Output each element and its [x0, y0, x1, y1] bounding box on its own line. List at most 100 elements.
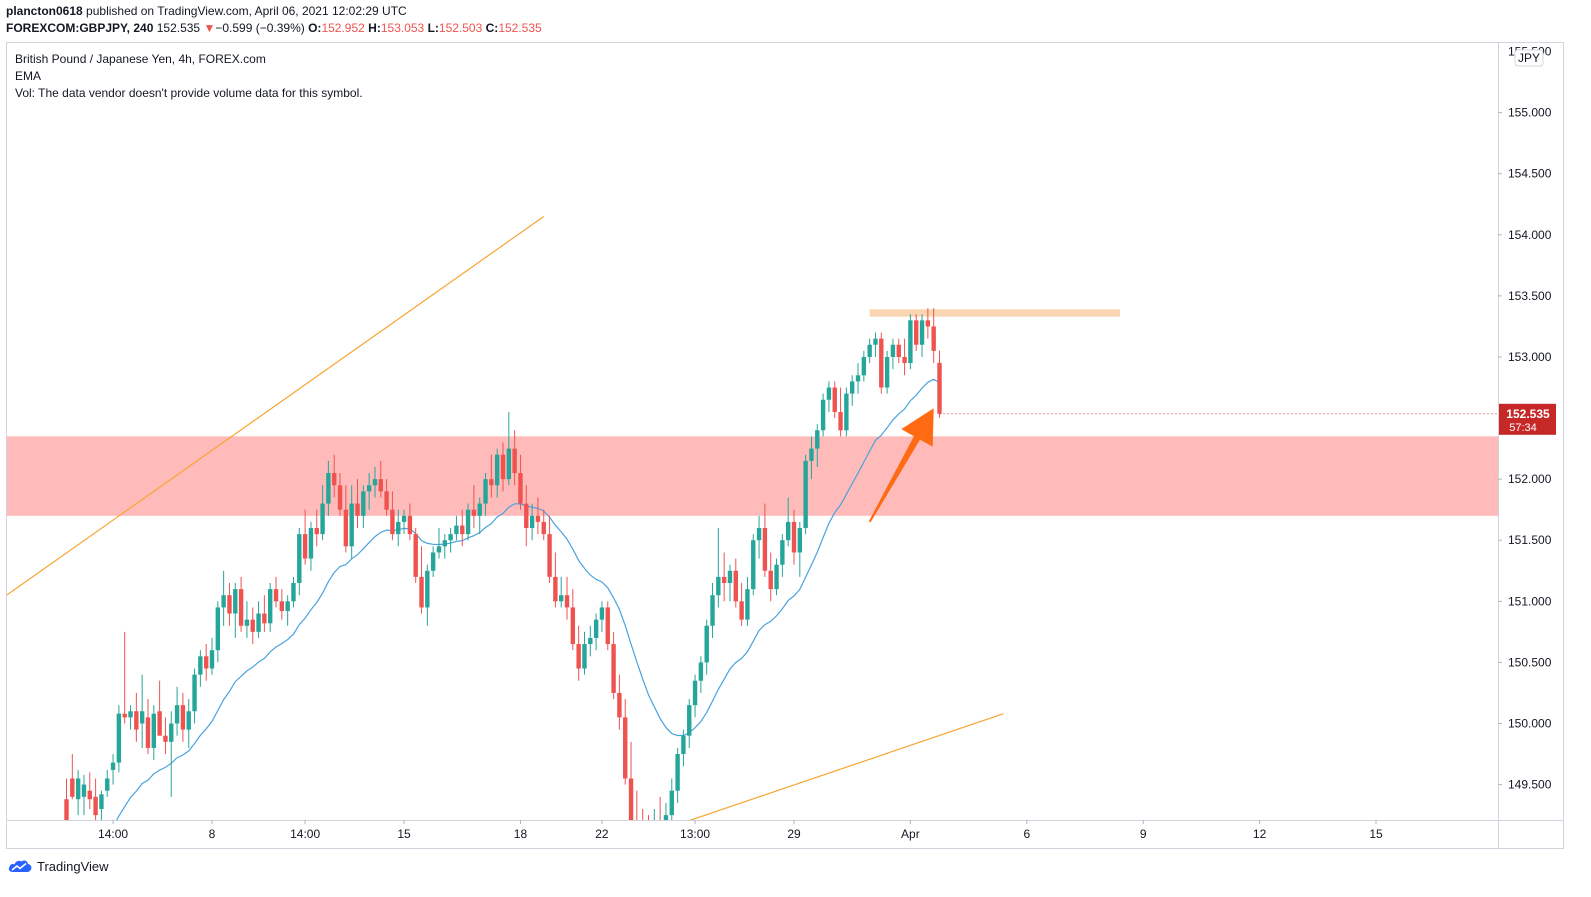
candle[interactable] — [535, 497, 541, 535]
candle[interactable] — [483, 473, 488, 516]
candle[interactable] — [477, 497, 482, 535]
candle[interactable] — [588, 625, 593, 657]
candle[interactable] — [215, 601, 221, 663]
candle[interactable] — [442, 534, 447, 559]
candle[interactable] — [302, 509, 308, 565]
candle[interactable] — [774, 558, 779, 596]
candle[interactable] — [727, 564, 733, 602]
candle[interactable] — [163, 717, 168, 755]
candle[interactable] — [652, 809, 656, 852]
candle[interactable] — [227, 582, 232, 626]
legend-ema[interactable]: EMA — [15, 69, 42, 83]
candle[interactable] — [203, 644, 209, 681]
candle[interactable] — [658, 796, 662, 840]
candle[interactable] — [471, 485, 477, 529]
candle[interactable] — [687, 699, 692, 748]
candle[interactable] — [785, 497, 791, 547]
candle[interactable] — [326, 460, 331, 516]
candle[interactable] — [169, 711, 174, 797]
time-axis[interactable]: 14:00 8 14:00 15 18 22 13:00 29 Apr 6 9 12 15 — [98, 820, 1383, 841]
candle[interactable] — [692, 674, 698, 718]
candle[interactable] — [500, 442, 506, 492]
candle[interactable] — [122, 631, 127, 724]
candle[interactable] — [559, 576, 564, 608]
candle[interactable] — [494, 448, 500, 498]
candle[interactable] — [401, 509, 407, 535]
candle[interactable] — [838, 387, 843, 437]
candle[interactable] — [780, 534, 785, 577]
candle[interactable] — [611, 631, 616, 700]
candle[interactable] — [914, 314, 919, 351]
candle[interactable] — [797, 521, 803, 577]
candle[interactable] — [465, 503, 471, 541]
candle[interactable] — [518, 454, 523, 510]
candle[interactable] — [669, 778, 674, 821]
candle[interactable] — [826, 381, 832, 412]
candle[interactable] — [192, 668, 197, 724]
candle[interactable] — [908, 314, 913, 370]
candle[interactable] — [355, 479, 360, 529]
candle[interactable] — [320, 485, 325, 541]
candle[interactable] — [756, 515, 762, 559]
candle[interactable] — [268, 582, 273, 632]
symbol-name[interactable]: FOREXCOM:GBPJPY, 240 — [6, 21, 154, 35]
candle[interactable] — [372, 466, 378, 498]
legend-title[interactable]: British Pound / Japanese Yen, 4h, FOREX.… — [15, 52, 266, 66]
candle[interactable] — [81, 774, 87, 816]
candle[interactable] — [582, 631, 587, 675]
candle[interactable] — [547, 515, 552, 583]
candle[interactable] — [815, 424, 820, 467]
candle[interactable] — [93, 778, 98, 821]
candle[interactable] — [733, 558, 738, 608]
support-zone[interactable] — [7, 436, 1498, 516]
candle[interactable] — [820, 393, 826, 437]
candle[interactable] — [256, 601, 261, 638]
candle[interactable] — [297, 528, 302, 596]
candle[interactable] — [716, 528, 721, 608]
candle[interactable] — [366, 473, 372, 510]
candle[interactable] — [855, 363, 861, 394]
candle[interactable] — [180, 692, 186, 742]
candle[interactable] — [238, 576, 244, 632]
candle[interactable] — [635, 790, 639, 846]
candle[interactable] — [919, 314, 925, 357]
candle[interactable] — [803, 454, 808, 535]
candle[interactable] — [704, 619, 709, 675]
candle[interactable] — [99, 790, 104, 828]
candle[interactable] — [285, 595, 290, 626]
candle[interactable] — [273, 576, 279, 608]
candle[interactable] — [361, 485, 366, 529]
candle[interactable] — [413, 528, 418, 583]
candle[interactable] — [937, 350, 942, 418]
candle[interactable] — [896, 338, 901, 364]
candle[interactable] — [75, 769, 81, 816]
candle[interactable] — [425, 564, 430, 626]
candle[interactable] — [70, 754, 75, 800]
candle[interactable] — [751, 534, 756, 596]
candle[interactable] — [745, 576, 750, 626]
candle[interactable] — [314, 509, 319, 547]
candle[interactable] — [110, 754, 116, 785]
candle[interactable] — [681, 729, 686, 767]
candle[interactable] — [570, 589, 576, 651]
candle[interactable] — [721, 552, 727, 602]
candle[interactable] — [186, 699, 191, 748]
candle[interactable] — [128, 705, 133, 730]
candle[interactable] — [524, 485, 529, 547]
candle[interactable] — [349, 485, 354, 559]
candle[interactable] — [64, 778, 69, 845]
candle[interactable] — [698, 656, 704, 693]
candle[interactable] — [198, 650, 203, 687]
candle[interactable] — [902, 338, 907, 376]
candle[interactable] — [378, 460, 383, 498]
candle[interactable] — [454, 515, 459, 541]
candle[interactable] — [553, 552, 558, 608]
candle[interactable] — [867, 338, 872, 364]
resistance-zone[interactable] — [869, 309, 1120, 317]
candle[interactable] — [710, 582, 715, 638]
candle[interactable] — [599, 601, 605, 632]
candle[interactable] — [762, 503, 768, 577]
candle[interactable] — [768, 552, 773, 602]
candle[interactable] — [809, 436, 814, 480]
candle[interactable] — [116, 705, 122, 773]
